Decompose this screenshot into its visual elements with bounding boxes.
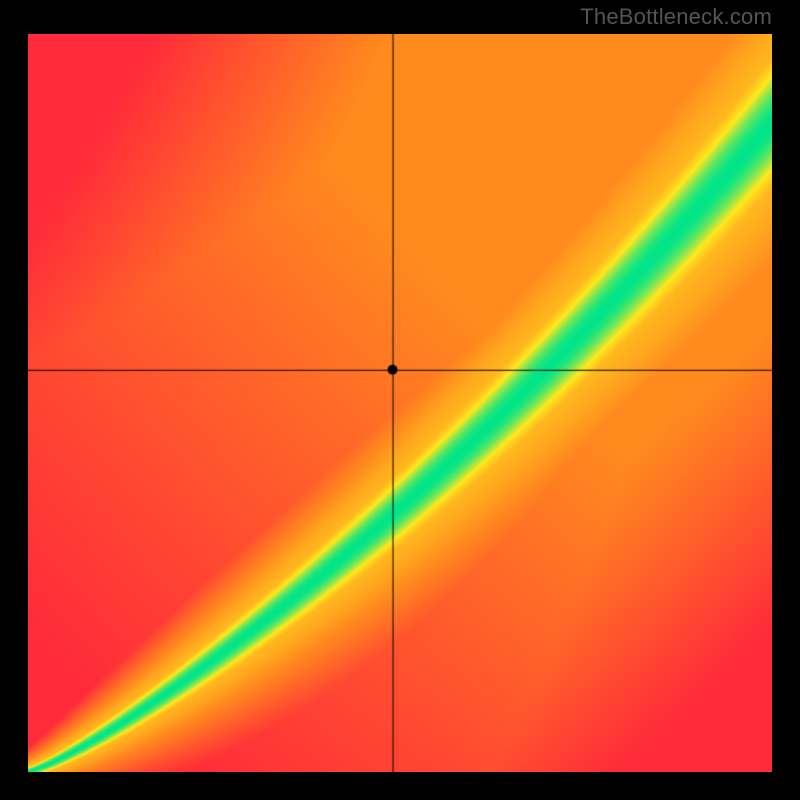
watermark-label: TheBottleneck.com: [580, 4, 772, 30]
crosshair-overlay: [28, 34, 772, 772]
chart-container: TheBottleneck.com: [0, 0, 800, 800]
